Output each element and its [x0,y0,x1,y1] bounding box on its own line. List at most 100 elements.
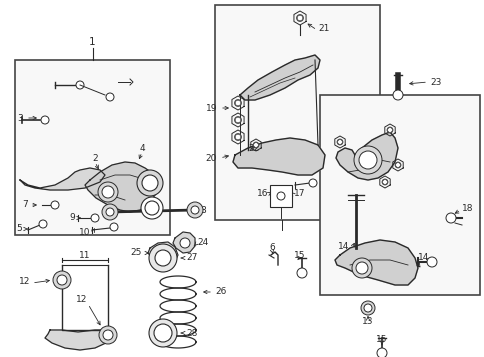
Text: 28: 28 [186,328,197,337]
Text: 15: 15 [376,336,387,345]
Ellipse shape [91,214,99,222]
Text: 16: 16 [256,188,268,197]
Text: 13: 13 [362,317,373,327]
Text: 12: 12 [18,277,30,287]
Ellipse shape [141,197,163,219]
Ellipse shape [51,201,59,209]
Ellipse shape [360,301,374,315]
Ellipse shape [41,116,49,124]
Ellipse shape [382,180,387,185]
Ellipse shape [234,116,241,124]
Text: 2: 2 [92,154,98,162]
Ellipse shape [149,319,177,347]
Ellipse shape [136,170,163,196]
Text: 12: 12 [76,296,88,305]
Ellipse shape [296,15,303,21]
Text: 24: 24 [197,237,208,246]
Text: 15: 15 [294,251,305,260]
Ellipse shape [386,127,392,133]
Ellipse shape [355,262,367,274]
Polygon shape [335,132,397,180]
Ellipse shape [426,257,436,267]
Ellipse shape [98,182,118,202]
Ellipse shape [191,206,198,214]
Text: 10: 10 [78,227,90,236]
Ellipse shape [99,326,117,344]
Text: 6: 6 [269,242,274,251]
Text: 17: 17 [293,188,305,197]
Text: 9: 9 [69,212,75,221]
Bar [319,95,479,295]
Ellipse shape [187,202,203,218]
Text: 14: 14 [337,241,348,251]
Ellipse shape [76,81,84,89]
Text: 1: 1 [89,37,96,47]
Ellipse shape [39,220,47,228]
Ellipse shape [180,238,190,248]
Ellipse shape [337,140,342,144]
Ellipse shape [308,179,317,187]
Ellipse shape [395,162,400,167]
Ellipse shape [234,100,241,106]
Polygon shape [173,232,195,253]
Ellipse shape [253,142,258,148]
Text: 3: 3 [17,114,23,122]
Ellipse shape [394,162,400,168]
Ellipse shape [57,275,67,285]
Text: 22: 22 [247,144,259,152]
Bar [15,60,170,235]
Ellipse shape [376,348,386,357]
Text: 25: 25 [130,247,142,256]
Ellipse shape [145,201,159,215]
Polygon shape [240,55,319,100]
Polygon shape [334,240,417,285]
Ellipse shape [235,100,240,106]
Text: 4: 4 [139,144,145,152]
Bar [270,185,291,207]
Text: 19: 19 [205,104,216,112]
Ellipse shape [102,186,114,198]
Ellipse shape [102,204,118,220]
Ellipse shape [106,208,114,216]
Polygon shape [232,138,324,175]
Text: 18: 18 [461,203,472,212]
Ellipse shape [363,304,371,312]
Ellipse shape [235,117,240,123]
Ellipse shape [336,139,342,145]
Bar [214,5,379,220]
Ellipse shape [154,324,172,342]
Text: 20: 20 [205,154,216,162]
Polygon shape [85,162,158,212]
Polygon shape [45,330,112,350]
Text: 26: 26 [214,287,226,297]
Ellipse shape [358,151,376,169]
Text: 11: 11 [79,251,91,261]
Text: 7: 7 [22,200,28,208]
Ellipse shape [445,213,455,223]
Ellipse shape [158,248,167,258]
Ellipse shape [234,134,241,141]
Ellipse shape [235,134,240,140]
Ellipse shape [149,244,177,272]
Ellipse shape [53,271,71,289]
Ellipse shape [253,142,258,147]
Ellipse shape [351,258,371,278]
Ellipse shape [296,268,306,278]
Ellipse shape [381,179,387,185]
Ellipse shape [353,146,381,174]
Ellipse shape [142,175,158,191]
Text: 8: 8 [199,206,205,215]
Ellipse shape [276,192,285,200]
Polygon shape [20,168,105,190]
Ellipse shape [110,223,118,231]
Text: 5: 5 [16,223,22,232]
Ellipse shape [387,127,392,132]
Ellipse shape [297,15,302,21]
Polygon shape [148,242,178,265]
Ellipse shape [103,330,113,340]
Ellipse shape [155,250,171,266]
Text: 27: 27 [186,253,197,262]
Text: 23: 23 [429,77,440,86]
Ellipse shape [106,93,114,101]
Ellipse shape [392,90,402,100]
